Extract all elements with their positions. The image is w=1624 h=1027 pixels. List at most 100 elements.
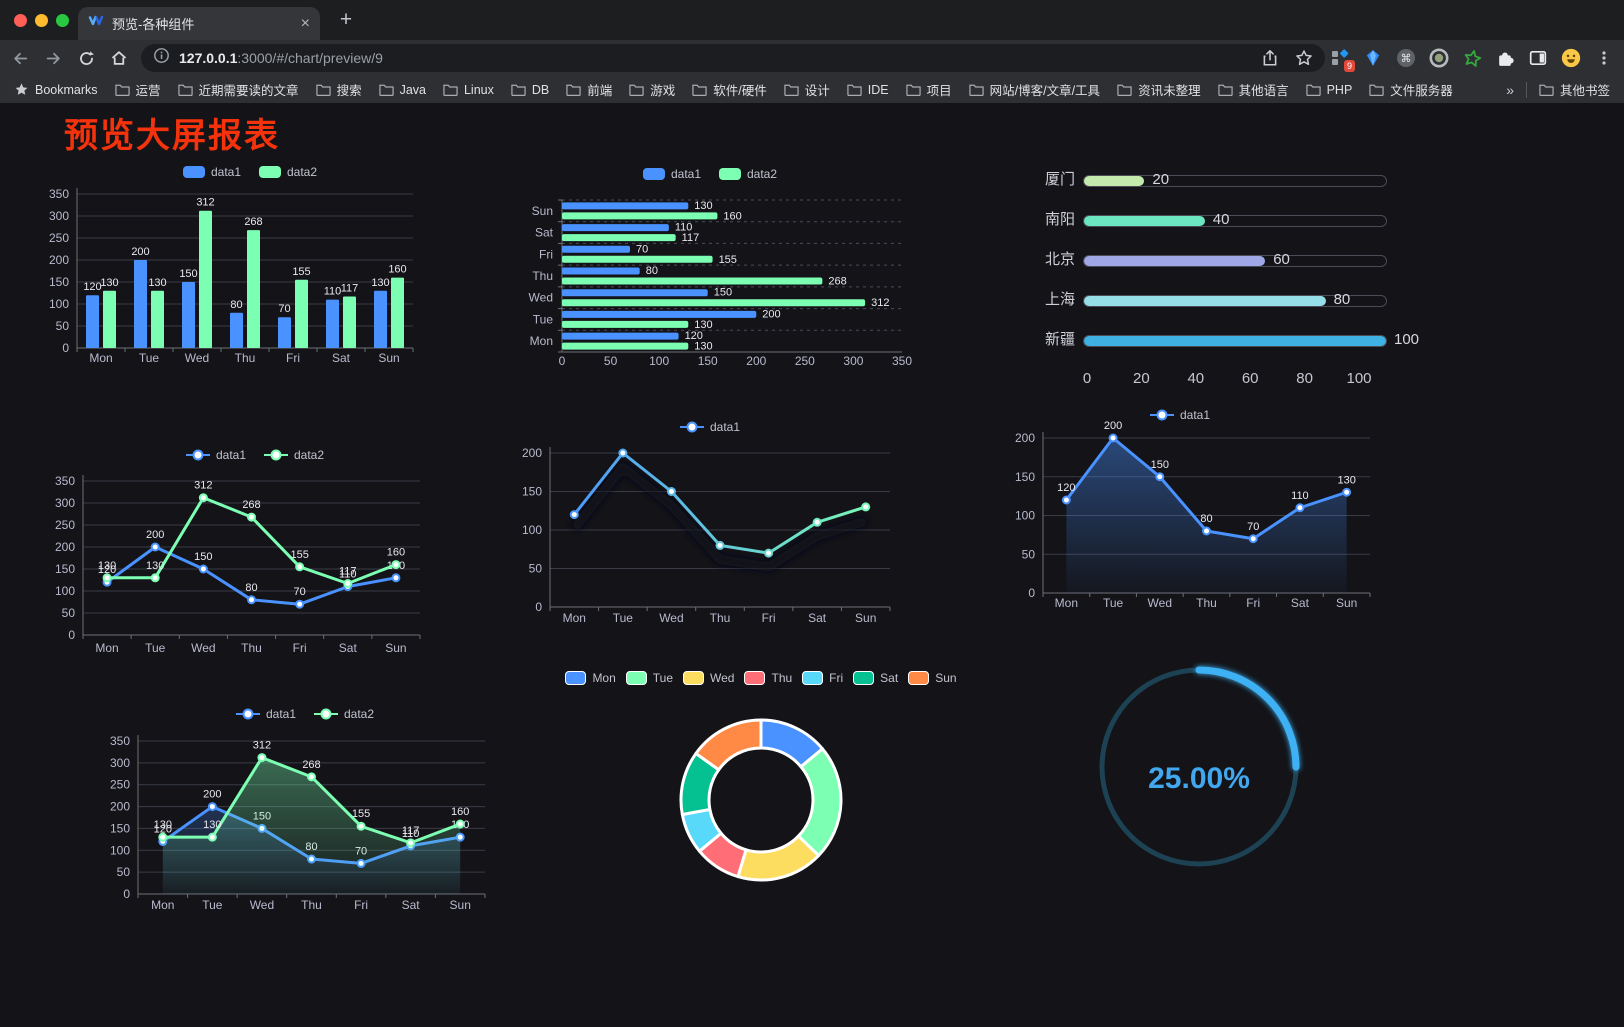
bookmark-folder[interactable]: IDE bbox=[847, 83, 889, 97]
hbar-data1-Sat[interactable]: 110 bbox=[562, 222, 692, 234]
sidebar-icon[interactable] bbox=[1528, 48, 1548, 68]
forward-icon[interactable] bbox=[41, 46, 65, 70]
puzzle-extensions-icon[interactable] bbox=[1495, 48, 1515, 68]
hbar-data1-Wed[interactable]: 150 bbox=[562, 287, 732, 299]
hbar-data2-Sun[interactable]: 160 bbox=[562, 210, 742, 222]
zoom-window-button[interactable] bbox=[56, 14, 69, 27]
series-data2[interactable]: 130 130 312 268 155 117 160 bbox=[98, 480, 405, 589]
hbar-data2-Fri[interactable]: 155 bbox=[562, 254, 737, 266]
legend-item-data2[interactable]: data2 bbox=[264, 448, 324, 462]
hbar-data1-Tue[interactable]: 200 bbox=[562, 308, 781, 320]
donut-slice-Sun[interactable] bbox=[694, 718, 763, 772]
svg-text:150: 150 bbox=[49, 275, 69, 289]
new-tab-button[interactable]: + bbox=[339, 8, 353, 31]
bookmark-folder[interactable]: 搜索 bbox=[315, 80, 362, 99]
grid-extension-icon[interactable]: 9 bbox=[1330, 48, 1355, 72]
bookmark-star-icon[interactable] bbox=[1295, 49, 1313, 67]
hbar-data2-Sat[interactable]: 117 bbox=[562, 232, 699, 244]
bookmark-folder[interactable]: 游戏 bbox=[629, 80, 675, 99]
hbar-data1-Fri[interactable]: 70 bbox=[562, 243, 648, 255]
progress-row-上海[interactable]: 上海 80 bbox=[1000, 280, 1424, 320]
legend-item-data1[interactable]: data1 bbox=[182, 165, 241, 179]
chart-line-two-series[interactable]: data1 data2 0 50 100 150 200 250 300 350 Mon Tue Wed… bbox=[45, 443, 465, 673]
bookmark-folder[interactable]: 其他语言 bbox=[1217, 80, 1289, 99]
donut-slice-Wed[interactable] bbox=[736, 834, 821, 882]
other-bookmarks[interactable]: 其他书签 bbox=[1539, 80, 1610, 99]
hbar-data2-Tue[interactable]: 130 bbox=[562, 319, 713, 331]
close-window-button[interactable] bbox=[14, 14, 27, 27]
bookmark-folder[interactable]: 软件/硬件 bbox=[692, 80, 767, 99]
legend-item-Wed[interactable]: Wed bbox=[683, 671, 734, 685]
bookmark-folder[interactable]: 资讯未整理 bbox=[1117, 80, 1201, 99]
home-icon[interactable] bbox=[107, 46, 131, 70]
bookmark-folder[interactable]: 近期需要读的文章 bbox=[177, 80, 299, 99]
hbar-data2-Mon[interactable]: 130 bbox=[562, 341, 713, 353]
chart-percent-gauge[interactable]: 25.00% bbox=[1095, 662, 1305, 874]
progress-axis-tick: 80 bbox=[1296, 370, 1313, 387]
bookmark-folder[interactable]: 运营 bbox=[114, 80, 161, 99]
bookmark-folder[interactable]: DB bbox=[511, 83, 549, 97]
hbar-data1-Sun[interactable]: 130 bbox=[562, 200, 713, 212]
legend-item-data1[interactable]: data1 bbox=[185, 448, 246, 462]
legend-item-data1[interactable]: data1 bbox=[679, 420, 740, 434]
progress-row-厦门[interactable]: 厦门 20 bbox=[1000, 160, 1424, 200]
record-extension-icon[interactable] bbox=[1429, 48, 1449, 68]
bookmarks-manager[interactable]: Bookmarks bbox=[14, 82, 98, 97]
legend-item-data2[interactable]: data2 bbox=[314, 707, 374, 721]
tab-close-icon[interactable]: × bbox=[300, 14, 310, 32]
progress-row-北京[interactable]: 北京 60 bbox=[1000, 240, 1424, 280]
legend-item-Sun[interactable]: Sun bbox=[908, 671, 957, 685]
share-icon[interactable] bbox=[1261, 49, 1279, 67]
legend-item-Thu[interactable]: Thu bbox=[744, 671, 792, 685]
progress-row-南阳[interactable]: 南阳 40 bbox=[1000, 200, 1424, 240]
green-star-extension-icon[interactable] bbox=[1462, 48, 1482, 68]
legend-item-Tue[interactable]: Tue bbox=[625, 671, 673, 685]
series-data2[interactable]: 130 130 312 268 155 117 160 bbox=[154, 740, 470, 894]
hbar-data2-Thu[interactable]: 268 bbox=[562, 276, 847, 288]
legend-item-data2[interactable]: data2 bbox=[719, 167, 777, 181]
bookmark-folder[interactable]: Linux bbox=[443, 83, 494, 97]
series-data1[interactable]: 120 200 150 80 70 110 130 bbox=[83, 246, 390, 348]
legend-item-Fri[interactable]: Fri bbox=[802, 671, 843, 685]
bookmark-folder[interactable]: 前端 bbox=[566, 80, 612, 99]
legend-item-data2[interactable]: data2 bbox=[259, 165, 317, 179]
chart-bar-grouped[interactable]: data1 data2 0 50 100 150 200 250 300 350 Mon Tue Wed… bbox=[40, 160, 460, 375]
back-icon[interactable] bbox=[8, 46, 32, 70]
bookmark-folder[interactable]: 网站/博客/文章/工具 bbox=[968, 80, 1100, 99]
chart-weekday-donut[interactable]: Mon Tue Wed Thu Fri Sat Sun bbox=[545, 666, 977, 906]
hbar-data1-Thu[interactable]: 80 bbox=[562, 265, 658, 277]
reload-icon[interactable] bbox=[74, 46, 98, 70]
bookmark-folder[interactable]: 文件服务器 bbox=[1369, 80, 1453, 99]
progress-row-新疆[interactable]: 新疆 100 bbox=[1000, 320, 1424, 360]
legend-item-data1[interactable]: data1 bbox=[235, 707, 296, 721]
series-data2[interactable]: 130 130 312 268 155 117 160 bbox=[100, 197, 407, 348]
hbar-data1-Mon[interactable]: 120 bbox=[562, 330, 703, 342]
bookmark-folder[interactable]: Java bbox=[378, 83, 426, 97]
hbar-data2-Wed[interactable]: 312 bbox=[562, 297, 889, 309]
gem-extension-icon[interactable] bbox=[1363, 48, 1383, 68]
series-data1[interactable]: 120 200 150 80 70 110 130 bbox=[1057, 420, 1356, 593]
legend-item-Mon[interactable]: Mon bbox=[565, 671, 616, 685]
menu-kebab-icon[interactable] bbox=[1594, 48, 1614, 68]
site-info-icon[interactable] bbox=[153, 47, 170, 69]
address-bar[interactable]: 127.0.0.1:3000/#/chart/preview/9 bbox=[141, 44, 1325, 72]
series-data1[interactable]: 120 200 150 80 70 110 130 bbox=[98, 529, 405, 609]
bookmarks-overflow-chevron[interactable]: » bbox=[1506, 81, 1514, 98]
chart-city-progress[interactable]: 厦门 20 南阳 40 北京 60 上海 80 新疆 100 0 20 40 60 80 100 bbox=[1000, 158, 1424, 398]
profile-avatar[interactable] bbox=[1561, 48, 1581, 68]
chart-line-area-two[interactable]: data1 data2 0 50 100 150 200 250 300 350 Mon Tue Wed… bbox=[105, 702, 505, 927]
command-extension-icon[interactable]: ⌘ bbox=[1396, 48, 1416, 68]
legend-item-Sat[interactable]: Sat bbox=[853, 671, 898, 685]
chart-bar-horizontal[interactable]: data1 data2 0 50 100 150 200 250 300 350 Sun Sat Fri… bbox=[500, 162, 920, 377]
legend-item-data1[interactable]: data1 bbox=[642, 167, 701, 181]
bookmark-folder[interactable]: 项目 bbox=[905, 80, 952, 99]
chart-line-gradient[interactable]: data1 0 50 100 150 200 Mon Tue Wed Thu Fri Sat Sun bbox=[500, 415, 920, 640]
series-data1[interactable] bbox=[569, 448, 871, 558]
browser-tab[interactable]: 预览-各种组件 × bbox=[78, 7, 320, 40]
legend-item-data1[interactable]: data1 bbox=[1149, 408, 1210, 422]
donut-slice-Tue[interactable] bbox=[796, 747, 843, 858]
bookmark-folder[interactable]: 设计 bbox=[784, 80, 830, 99]
chart-area-single[interactable]: data1 0 50 100 150 200 Mon Tue Wed Thu Fri Sat Sun 12… bbox=[980, 403, 1380, 618]
minimize-window-button[interactable] bbox=[35, 14, 48, 27]
bookmark-folder[interactable]: PHP bbox=[1305, 83, 1352, 97]
